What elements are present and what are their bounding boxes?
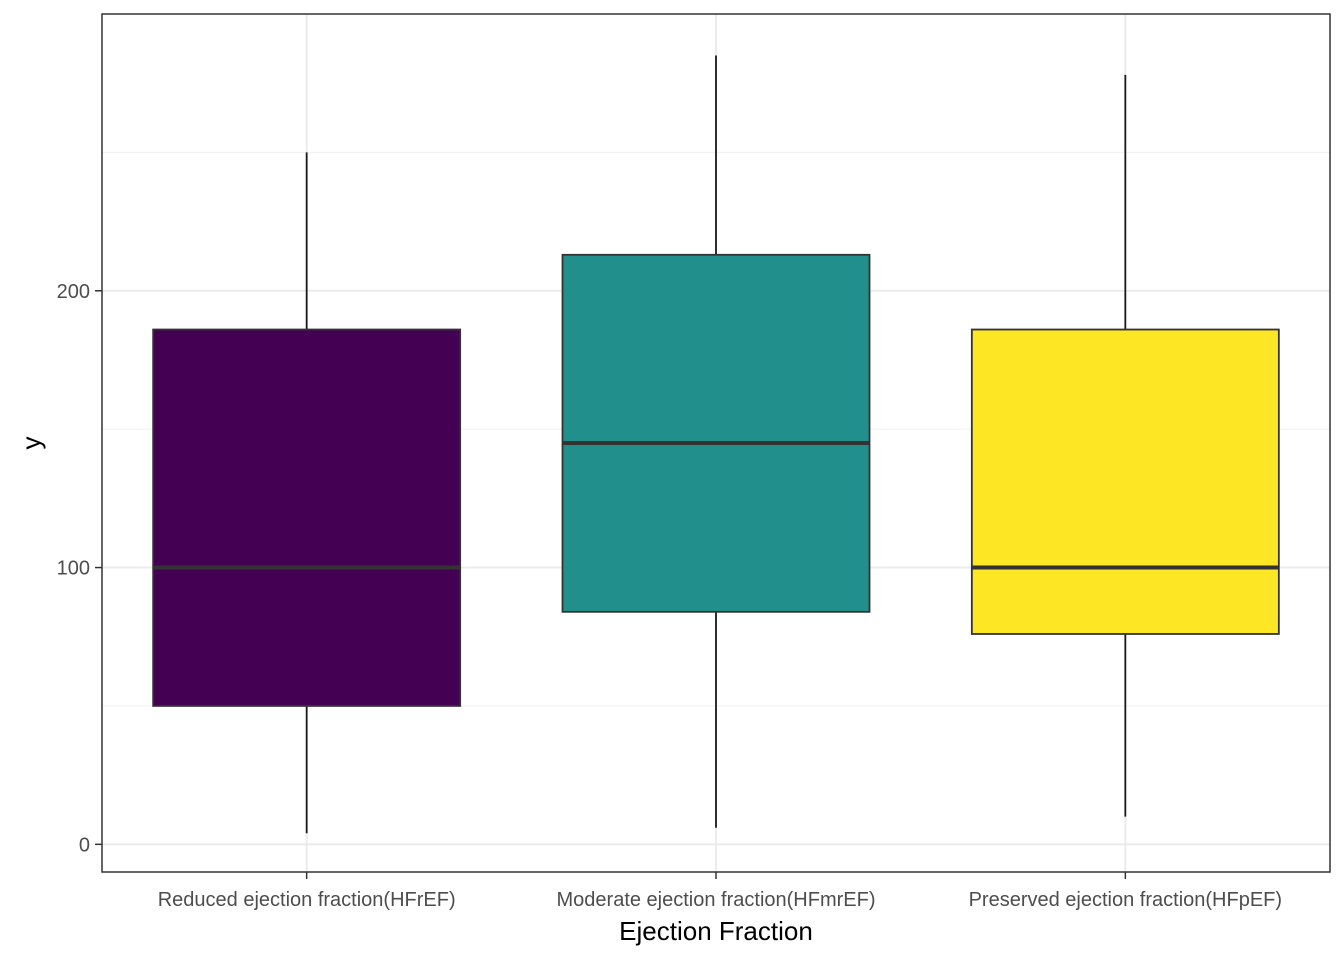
- x-tick-label: Reduced ejection fraction(HFrEF): [158, 889, 456, 911]
- x-tick-label: Moderate ejection fraction(HFmrEF): [557, 889, 876, 911]
- y-axis-title: y: [16, 437, 46, 450]
- x-axis: Reduced ejection fraction(HFrEF) Moderate…: [158, 872, 1282, 911]
- y-tick-label: 0: [79, 834, 90, 856]
- boxes: [152, 55, 1280, 834]
- y-tick-label: 200: [57, 281, 90, 303]
- box-2: [561, 55, 871, 828]
- box-1: [152, 152, 462, 834]
- x-tick-label: Preserved ejection fraction(HFpEF): [969, 889, 1282, 911]
- box-iqr: [152, 328, 462, 707]
- box-iqr: [561, 253, 871, 613]
- box-iqr: [970, 328, 1280, 635]
- box-3: [970, 74, 1280, 817]
- y-axis: 0 100 200: [57, 281, 102, 856]
- x-axis-title: Ejection Fraction: [619, 916, 813, 946]
- y-tick-label: 100: [57, 558, 90, 580]
